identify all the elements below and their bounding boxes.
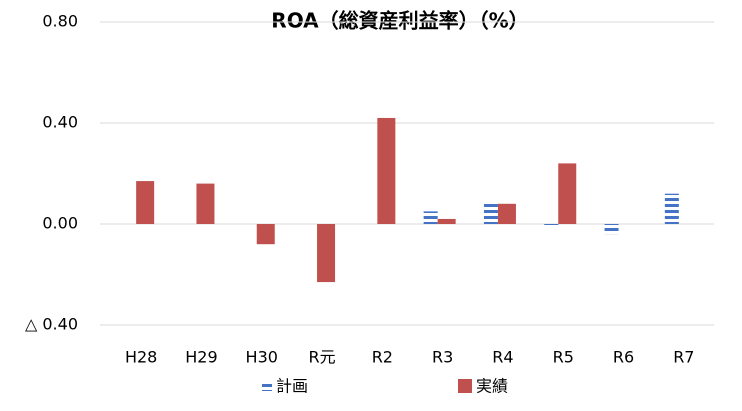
bar bbox=[483, 201, 498, 224]
bar bbox=[664, 193, 679, 224]
y-tick-label: △ 0.40 bbox=[25, 315, 78, 334]
x-tick-label: R2 bbox=[372, 348, 393, 367]
bar bbox=[317, 224, 336, 283]
bar bbox=[136, 181, 155, 224]
bar bbox=[256, 224, 275, 245]
legend-label: 実績 bbox=[476, 377, 508, 396]
bar bbox=[377, 117, 396, 224]
x-tick-label: R7 bbox=[673, 348, 694, 367]
bar bbox=[558, 163, 577, 224]
x-tick-label: R3 bbox=[432, 348, 453, 367]
y-tick-label: 0.80 bbox=[42, 12, 78, 31]
x-tick-label: R5 bbox=[553, 348, 574, 367]
x-tick-label: R元 bbox=[308, 348, 335, 367]
chart-title: ROA（総資産利益率）（%） bbox=[271, 9, 528, 33]
legend-swatch bbox=[262, 381, 272, 391]
legend-swatch bbox=[458, 379, 472, 393]
y-tick-label: 0.40 bbox=[42, 113, 78, 132]
y-tick-label: 0.00 bbox=[42, 214, 78, 233]
bar bbox=[437, 218, 456, 224]
bar bbox=[497, 203, 516, 224]
legend-label: 計画 bbox=[276, 377, 308, 396]
bar bbox=[423, 211, 438, 224]
x-tick-label: R4 bbox=[492, 348, 513, 367]
x-tick-label: H30 bbox=[246, 348, 278, 367]
bar bbox=[544, 224, 559, 227]
bar bbox=[196, 183, 215, 224]
x-tick-label: R6 bbox=[613, 348, 634, 367]
x-tick-label: H28 bbox=[125, 348, 157, 367]
bar bbox=[604, 224, 619, 235]
x-tick-label: H29 bbox=[185, 348, 217, 367]
